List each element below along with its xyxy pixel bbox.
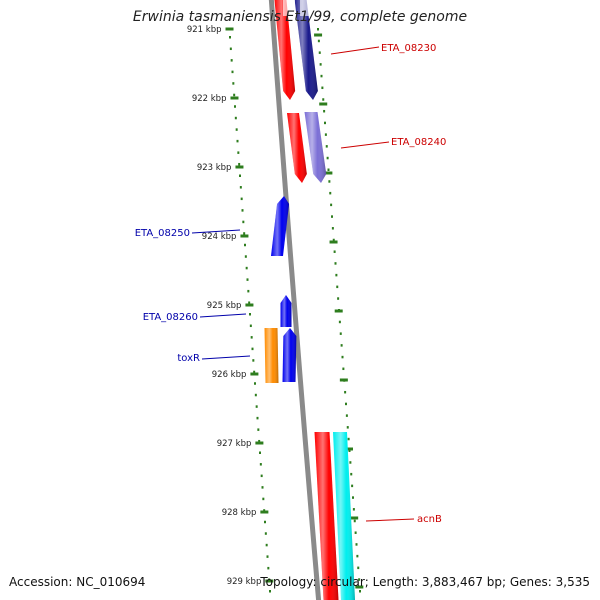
gene-highlight — [264, 328, 279, 383]
gene-highlight — [314, 432, 339, 600]
gene-label[interactable]: toxR — [177, 353, 200, 364]
gene-highlight — [282, 328, 297, 382]
ruler-tick-label: 928 kbp — [222, 508, 257, 518]
gene-arrow[interactable] — [274, 0, 296, 100]
ruler-tick-label: 925 kbp — [207, 301, 242, 311]
gene-fade-overlay — [283, 0, 295, 16]
leader-line — [201, 355, 251, 360]
genome-summary-text: Topology: circular; Length: 3,883,467 bp… — [260, 575, 590, 589]
leader-line — [340, 141, 390, 149]
gene-highlight — [333, 432, 355, 600]
gene-label[interactable]: ETA_08240 — [391, 137, 446, 148]
gene-arrow[interactable] — [287, 113, 307, 183]
ruler-tick-label: 921 kbp — [187, 25, 222, 35]
gene-highlight — [280, 295, 292, 327]
gene-highlight — [304, 112, 327, 183]
gene-arrow[interactable] — [264, 328, 279, 383]
genome-backbone — [268, 0, 322, 600]
leader-line — [191, 229, 241, 234]
accession-text: Accession: NC_010694 — [9, 575, 146, 589]
gene-labels: ETA_08230 ETA_08240 ETA_08250 ETA_08260 toxR… — [135, 43, 447, 525]
ruler-tick-label: 927 kbp — [217, 439, 252, 449]
ruler-tick-label: 929 kbp — [227, 577, 262, 587]
ruler-tick-label: 923 kbp — [197, 163, 232, 173]
map-title: Erwinia tasmaniensis Et1/99, complete ge… — [132, 9, 468, 25]
gene-arrow[interactable] — [282, 328, 297, 382]
gene-fade-overlay — [300, 0, 312, 16]
gene-label[interactable]: ETA_08250 — [135, 228, 190, 239]
gene-highlight — [287, 113, 307, 183]
gene-arrow[interactable] — [280, 295, 292, 327]
gene-arrow[interactable] — [294, 0, 318, 100]
label-leader-lines — [191, 46, 415, 522]
gene-highlight — [271, 196, 290, 256]
gene-arrow[interactable] — [304, 112, 327, 183]
gene-features — [264, 0, 355, 600]
ruler-ticks — [225, 27, 364, 593]
gene-label[interactable]: ETA_08260 — [143, 312, 198, 323]
ruler-tick-label: 924 kbp — [202, 232, 237, 242]
gene-highlight — [274, 0, 296, 100]
gene-arrow[interactable] — [333, 432, 355, 600]
leader-line — [199, 313, 247, 318]
gene-arrow[interactable] — [314, 432, 339, 600]
gene-arrow[interactable] — [271, 196, 290, 256]
gene-highlight — [294, 0, 318, 100]
ruler-tick-label: 922 kbp — [192, 94, 227, 104]
gene-label[interactable]: ETA_08230 — [381, 43, 436, 54]
ruler-tick-label: 926 kbp — [212, 370, 247, 380]
gene-label[interactable]: acnB — [417, 514, 442, 525]
leader-line — [330, 46, 380, 55]
ruler-labels: 921 kbp 922 kbp 923 kbp 924 kbp 925 kbp 926 k… — [187, 25, 261, 587]
leader-line — [365, 518, 415, 522]
